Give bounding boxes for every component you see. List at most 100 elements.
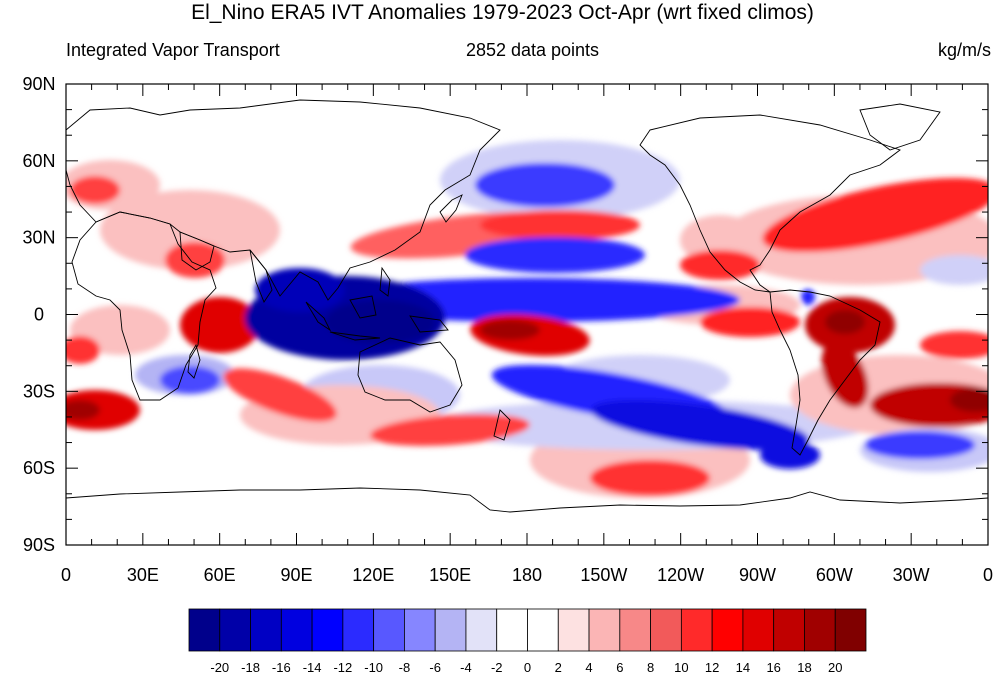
colorbar-swatch [588,608,621,652]
pos-w-south-atlantic-core [66,400,100,420]
colorbar-label: 18 [797,660,811,675]
colorbar-label: 2 [555,660,562,675]
pos-s-atlantic-core [950,388,988,412]
coast-north-america [639,114,901,293]
pos-spcz-core [480,320,540,340]
colorbar-swatch [773,608,805,652]
colorbar-label: 14 [736,660,750,675]
pos-s-pacific-midlat [590,460,710,496]
colorbar-swatch [527,608,559,652]
colorbar-label: -20 [210,660,229,675]
pos-n-pacific-jet [480,210,640,240]
weak-pos-north-africa [100,190,280,270]
colorbar-label: -14 [303,660,322,675]
colorbar-swatch [557,608,590,652]
colorbar-label: -2 [491,660,503,675]
neg-madagascar [160,366,220,394]
colorbar-swatch [311,608,344,652]
y-tick-label: 30N [22,228,55,248]
colorbar-swatch [804,608,836,652]
y-tick-label: 30S [23,381,55,401]
colorbar-swatch [711,608,744,652]
neg-amazon [801,289,815,305]
colorbar-label: -8 [399,660,411,675]
neg-subtropical-pacific [465,237,645,273]
coast-arabia [179,231,215,271]
center-subtitle: 2852 data points [465,40,600,60]
colorbar-label: -6 [429,660,441,675]
pos-tasman [370,414,530,446]
pos-w-africa [66,336,100,364]
weak-neg-n-atlantic [920,255,988,285]
neg-s-pacific-south [591,399,809,451]
x-tick-label: 0 [983,565,993,585]
x-tick-label: 0 [61,565,71,585]
colorbar-label: 0 [524,660,531,675]
x-tick-label: 30E [127,565,159,585]
colorbar-label: -10 [364,660,383,675]
colorbar-label: 4 [585,660,592,675]
coastlines [66,99,988,513]
colorbar-swatch [404,608,436,652]
colorbar-swatch [650,608,682,652]
coast-greenland [859,103,941,151]
colorbar-swatch [342,608,375,652]
colorbar: -20 -18 -16 -14 -12 -10 -8 -6 -4 -2 0 2 4 6 8 10 12 14 16 1… [188,608,867,675]
pos-n-atlantic-jet [762,177,988,253]
colorbar-swatch [834,608,867,652]
neg-maritime-core [325,300,435,344]
coast-antarctica [66,487,988,513]
pos-e-africa [180,297,260,353]
pos-gulf [680,250,760,280]
pos-e-pacific-south [700,307,800,337]
colorbar-swatch [280,608,313,652]
pos-s-atlantic-eq [920,331,988,359]
colorbar-swatch [373,608,405,652]
x-tick-label: 120W [657,565,704,585]
colorbar-label: -18 [241,660,260,675]
coast-japan [439,194,463,223]
units-subtitle: kg/m/s [937,40,991,60]
axis-ticks [65,83,989,546]
pos-amazon-core [825,310,865,334]
coast-sumatra [305,301,332,332]
axis-labels: 0 30E 60E 90E 120E 150E 180 150W 120W 90W 60W 30W 09… [22,74,993,585]
neg-indian-ocean-east [255,268,345,312]
y-tick-label: 90S [23,535,55,555]
x-tick-label: 60E [204,565,236,585]
colorbar-label: -12 [333,660,352,675]
colorbar-swatch [680,608,713,652]
colorbar-swatch [619,608,651,652]
x-tick-label: 150E [429,565,471,585]
coast-south-america [769,289,881,456]
coast-borneo [349,295,377,319]
coast-madagascar [187,343,201,379]
pos-europe [70,176,120,204]
colorbar-swatch [434,608,467,652]
x-tick-label: 150W [580,565,627,585]
coast-india [249,249,273,303]
colorbar-swatch [219,608,251,652]
colorbar-label: -4 [460,660,472,675]
colorbar-swatch [742,608,775,652]
pos-arabian [165,242,225,278]
colorbar-swatch [465,608,498,652]
coast-newguinea [409,315,449,333]
y-tick-label: 60S [23,458,55,478]
x-tick-label: 30W [893,565,930,585]
coast-java [329,331,381,341]
colorbar-label: 6 [616,660,623,675]
coast-africa [71,211,217,401]
colorbar-label: 20 [828,660,842,675]
colorbar-swatch [496,608,528,652]
pos-s-america-sacz [821,342,869,408]
x-tick-label: 60W [816,565,853,585]
colorbar-swatch [188,608,221,652]
neg-n-pacific-upper [475,163,615,207]
pos-s-indian [223,368,337,422]
coast-australia [357,337,463,413]
y-tick-label: 60N [22,151,55,171]
left-subtitle: Integrated Vapor Transport [66,40,280,60]
pos-s-atlantic-west [66,390,140,430]
